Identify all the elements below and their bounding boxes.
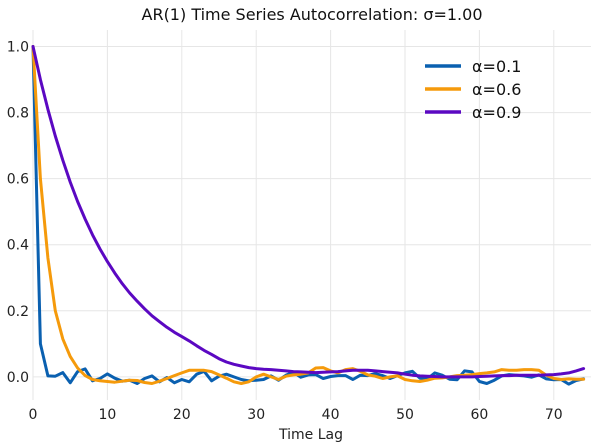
- x-tick-label: 0: [29, 407, 38, 423]
- x-tick-label: 70: [545, 407, 563, 423]
- x-axis-label: Time Lag: [278, 427, 343, 443]
- x-tick-label: 60: [470, 407, 488, 423]
- legend-label: α=0.6: [472, 80, 521, 99]
- x-tick-label: 30: [247, 407, 265, 423]
- y-tick-label: 0.0: [7, 370, 29, 386]
- legend-label: α=0.1: [472, 57, 521, 76]
- x-tick-label: 20: [173, 407, 191, 423]
- legend: α=0.1 α=0.6 α=0.9: [425, 57, 521, 122]
- x-tick-label: 50: [396, 407, 414, 423]
- y-tick-label: 0.2: [7, 304, 29, 320]
- x-tick-label: 10: [98, 407, 116, 423]
- y-tick-label: 0.4: [7, 238, 29, 254]
- legend-label: α=0.9: [472, 103, 521, 122]
- ticks: 0 10 20 30 40 50 60 70 0.0 0.2 0.4 0.6 0.8 1.0: [7, 40, 563, 423]
- y-tick-label: 0.6: [7, 172, 29, 188]
- series-lines: [31, 45, 586, 386]
- series-line-α=0.9: [31, 45, 586, 379]
- y-tick-label: 0.8: [7, 106, 29, 122]
- chart-title: AR(1) Time Series Autocorrelation: σ=1.0…: [142, 5, 483, 24]
- y-tick-label: 1.0: [7, 40, 29, 56]
- grid: [32, 30, 591, 400]
- x-tick-label: 40: [322, 407, 340, 423]
